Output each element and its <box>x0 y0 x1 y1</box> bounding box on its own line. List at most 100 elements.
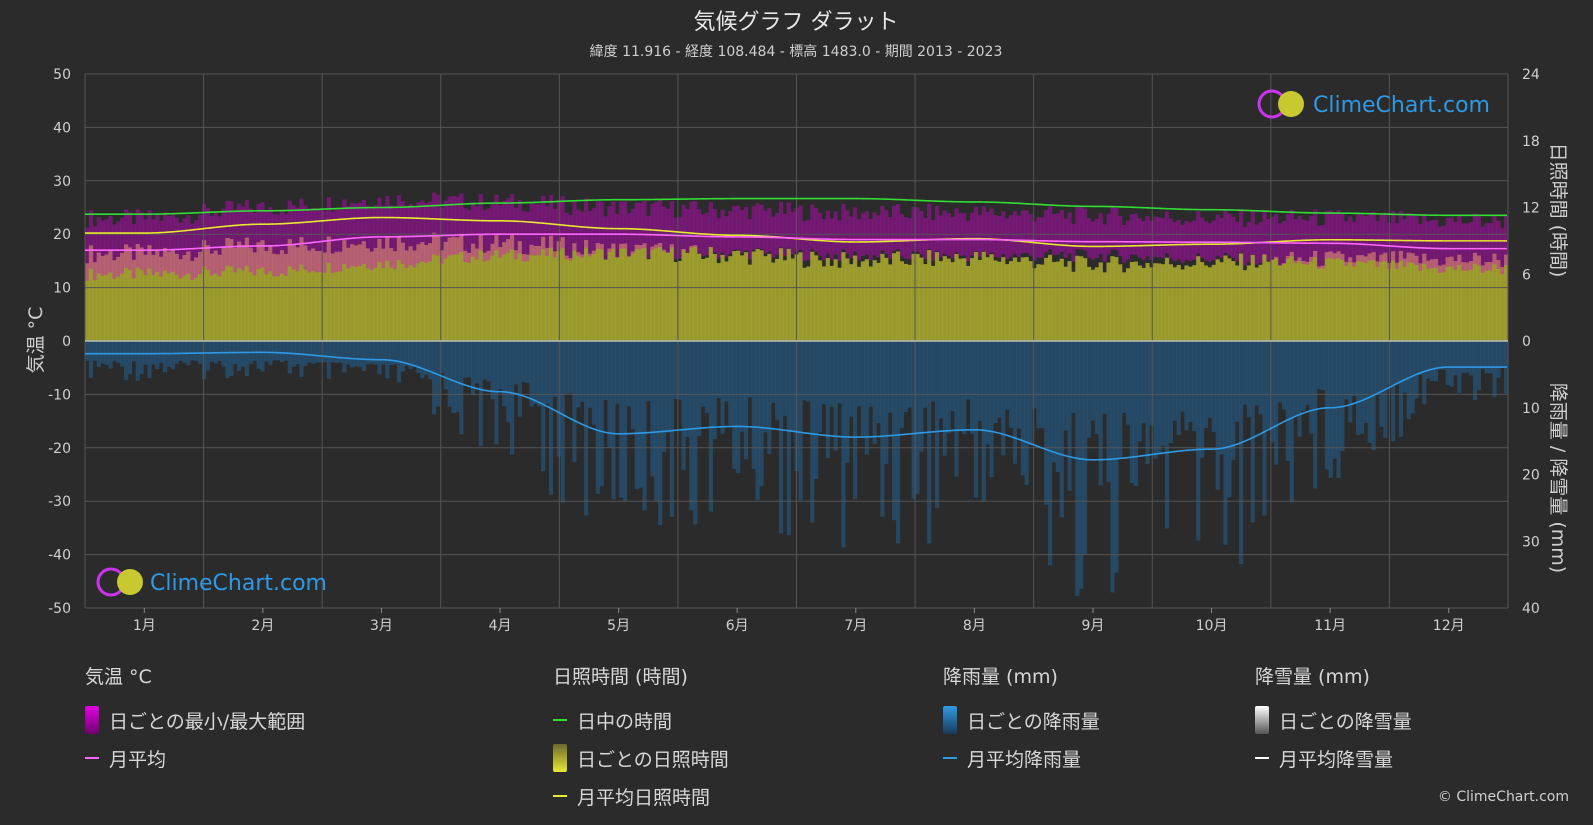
daily-sunshine-bar <box>591 250 597 341</box>
daily-temp-range-bar <box>506 198 511 253</box>
daily-rain-bar <box>619 341 624 498</box>
daily-temp-range-bar <box>1071 223 1076 262</box>
daily-rain-bar <box>350 341 355 368</box>
daily-sunshine-bar <box>112 260 117 341</box>
daily-temp-range-bar <box>599 202 604 250</box>
daily-sunshine-bar <box>1422 253 1427 341</box>
daily-temp-range-bar <box>1223 210 1228 254</box>
daily-temp-range-bar <box>903 217 908 259</box>
daily-sunshine-bar <box>412 250 417 341</box>
climate-chart: 気候グラフ ダラット 緯度 11.916 - 経度 108.484 - 標高 1… <box>25 10 1569 634</box>
daily-sunshine-bar <box>1110 256 1115 341</box>
daily-sunshine-bar <box>1258 264 1263 341</box>
daily-temp-range-bar <box>997 216 1002 258</box>
daily-sunshine-bar <box>1465 262 1470 341</box>
daily-temp-range-bar <box>1149 220 1154 260</box>
daily-temp-range-bar <box>104 219 109 275</box>
daily-sunshine-bar <box>182 255 187 341</box>
daily-temp-range-bar <box>478 193 483 251</box>
temp-range-swatch <box>85 706 99 734</box>
daily-rain-bar <box>533 341 538 405</box>
daily-rain-bar <box>377 341 382 375</box>
daily-rain-bar <box>408 341 413 370</box>
daily-sunshine-bar <box>178 259 183 341</box>
daily-temp-range-bar <box>1024 210 1029 253</box>
daily-temp-range-bar <box>237 203 242 269</box>
daily-rain-bar <box>876 341 881 424</box>
daily-sunshine-bar <box>938 261 943 341</box>
daily-rain-bar <box>342 341 347 373</box>
daily-rain-bar <box>931 341 936 402</box>
daily-sunshine-bar <box>1149 267 1154 341</box>
daily-rain-bar <box>431 341 437 415</box>
daily-rain-bar <box>1344 341 1349 400</box>
daily-temp-range-bar <box>1379 214 1384 263</box>
daily-temp-range-bar <box>833 211 838 255</box>
daily-rain-bar <box>1094 341 1099 435</box>
daily-rain-bar <box>548 341 554 495</box>
daily-temp-range-bar <box>1449 217 1454 267</box>
daily-sunshine-bar <box>1281 263 1287 341</box>
daily-temp-range-bar <box>1008 215 1014 257</box>
daily-sunshine-bar <box>272 253 277 341</box>
temp-avg-swatch <box>85 757 99 759</box>
daily-sunshine-bar <box>876 262 881 341</box>
daily-temp-range-bar <box>502 200 507 255</box>
daily-sunshine-bar <box>545 247 550 341</box>
daily-rain-bar <box>330 341 335 363</box>
daily-rain-bar <box>1188 341 1193 422</box>
daily-rain-bar <box>1301 341 1306 411</box>
daily-temp-range-bar <box>396 195 402 260</box>
daily-rain-bar <box>1297 341 1302 437</box>
daily-rain-bar <box>1044 341 1049 505</box>
daily-sunshine-bar <box>1215 259 1220 341</box>
daily-rain-bar <box>568 341 573 394</box>
daily-temp-range-bar <box>1472 213 1478 264</box>
daily-rain-bar <box>1215 341 1220 490</box>
daily-sunshine-bar <box>790 258 795 341</box>
daily-rain-bar <box>1433 341 1439 382</box>
daily-rain-bar <box>509 341 515 455</box>
daily-sunshine-bar <box>451 236 456 341</box>
daily-sunshine-bar <box>798 252 803 341</box>
daily-rain-bar <box>420 341 425 379</box>
daily-rain-bar <box>1410 341 1415 414</box>
daily-temp-range-bar <box>174 217 179 275</box>
daily-sunshine-bar <box>159 256 164 341</box>
daily-sunshine-bar <box>821 266 827 341</box>
daily-sunshine-bar <box>564 255 569 341</box>
daily-rain-bar <box>1367 341 1372 443</box>
daily-temp-range-bar <box>638 202 643 250</box>
daily-rain-bar <box>1441 341 1446 370</box>
daily-sunshine-bar <box>287 239 292 341</box>
daily-sunshine-bar <box>1414 255 1419 341</box>
daily-rain-bar <box>673 341 678 400</box>
daily-sunshine-bar <box>354 245 359 341</box>
daily-sunshine-bar <box>552 251 558 341</box>
daily-sunshine-bar <box>954 253 959 341</box>
daily-sunshine-bar <box>704 257 710 341</box>
daily-sunshine-bar <box>1079 256 1084 341</box>
daily-rain-bar <box>884 341 889 464</box>
daily-temp-range-bar <box>884 210 889 254</box>
y-right-top-tick: 12 <box>1522 201 1540 217</box>
daily-temp-range-bar <box>330 211 335 273</box>
daily-temp-range-bar <box>334 209 339 272</box>
daily-temp-range-bar <box>591 208 597 255</box>
daily-sunshine-bar <box>548 235 554 341</box>
daily-rain-bar <box>159 341 164 363</box>
daily-sunshine-bar <box>162 247 168 341</box>
daily-rain-bar <box>1316 341 1322 390</box>
daily-sunshine-bar <box>513 250 519 341</box>
daily-rain-bar <box>283 341 289 361</box>
daily-sunshine-bar <box>1137 265 1142 341</box>
daily-rain-bar <box>845 341 850 463</box>
daily-sunshine-bar <box>580 254 585 341</box>
daily-sunshine-bar <box>1426 260 1431 341</box>
daily-sunshine-bar <box>1348 257 1353 341</box>
daily-sunshine-bar <box>1391 251 1396 341</box>
brand-logo-bottom: ClimeChart.com <box>96 567 327 597</box>
daily-rain-bar <box>545 341 550 404</box>
daily-rain-bar <box>697 341 702 437</box>
daily-rain-bar <box>650 341 655 477</box>
